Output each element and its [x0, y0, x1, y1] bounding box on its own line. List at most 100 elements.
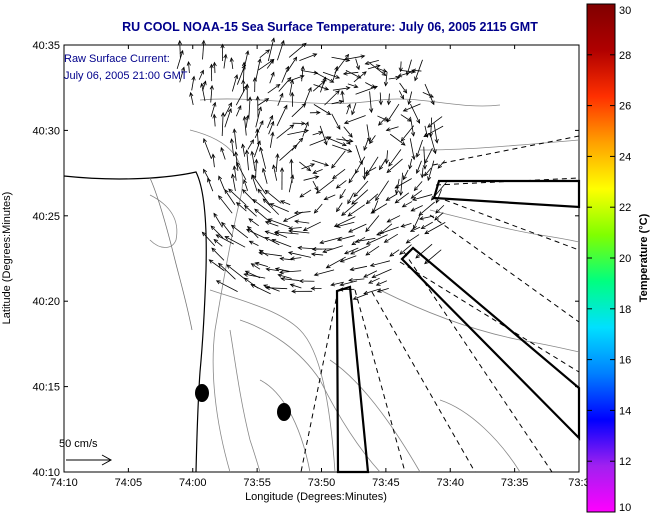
current-vector — [248, 240, 259, 246]
current-vector — [347, 192, 355, 205]
current-vector — [252, 198, 271, 214]
current-vector — [363, 137, 369, 152]
current-vector — [248, 218, 259, 227]
current-vector — [261, 167, 268, 184]
current-vector — [368, 277, 380, 284]
current-vector — [420, 221, 433, 230]
colorbar-tick-label: 10 — [619, 502, 631, 514]
current-vector — [355, 58, 360, 71]
current-vector — [250, 263, 261, 270]
current-vector — [191, 75, 196, 91]
depth-contour — [209, 289, 336, 473]
current-vector — [362, 167, 367, 181]
current-vector — [400, 223, 412, 228]
colorbar-tick-label: 14 — [619, 405, 631, 417]
current-vector — [405, 234, 420, 244]
current-vector — [339, 280, 358, 287]
current-vector — [247, 139, 254, 150]
current-vector — [325, 256, 346, 269]
current-vector — [314, 71, 335, 83]
current-vector — [386, 215, 401, 223]
current-vector — [398, 61, 403, 73]
colorbar-tick-label: 16 — [619, 355, 631, 367]
current-vector — [371, 268, 392, 279]
current-vector — [218, 195, 233, 214]
annotation-line2: July 06, 2005 21:00 GMT — [64, 70, 188, 82]
current-vector — [355, 144, 364, 166]
current-vector — [287, 251, 311, 258]
current-vector — [257, 98, 270, 106]
colorbar-tick-label: 30 — [619, 5, 631, 17]
current-vector — [231, 74, 239, 92]
current-vector — [294, 219, 310, 224]
colorbar-ticks: 30 28 26 24 22 20 18 16 14 12 10 — [587, 3, 631, 514]
current-vector — [224, 102, 232, 117]
current-vector — [262, 198, 280, 215]
current-vector — [334, 53, 350, 74]
current-vector — [241, 143, 246, 157]
current-vector — [365, 234, 388, 245]
current-vector — [424, 148, 433, 165]
current-vector — [410, 190, 423, 199]
current-vector — [409, 138, 416, 161]
current-vector — [279, 270, 302, 275]
current-vector — [410, 116, 416, 137]
current-vector — [310, 252, 324, 257]
current-vector — [394, 192, 410, 204]
figure-title: RU COOL NOAA-15 Sea Surface Temperature:… — [122, 20, 538, 34]
current-vector — [302, 121, 309, 137]
current-vector — [300, 65, 305, 82]
current-vector — [224, 189, 236, 205]
current-vector — [255, 128, 260, 147]
current-vector — [332, 86, 351, 91]
current-vector — [243, 179, 249, 191]
current-vector — [264, 189, 282, 204]
current-vector — [330, 281, 344, 287]
colorbar-tick-label: 22 — [619, 202, 631, 214]
current-vector — [335, 180, 347, 189]
current-vector — [288, 174, 295, 193]
current-vector — [344, 247, 359, 255]
current-vector — [209, 63, 214, 82]
current-vector — [355, 85, 378, 95]
current-vector — [407, 91, 413, 106]
current-vector — [224, 236, 246, 248]
x-tick-label: 73:55 — [243, 477, 271, 489]
current-vector — [367, 64, 381, 70]
current-vector — [320, 76, 327, 93]
current-vector — [351, 189, 369, 205]
colorbar-tick-label: 12 — [619, 456, 631, 468]
y-axis-ticks: 40:35 40:30 40:25 40:20 40:15 40:10 — [32, 40, 579, 479]
current-vector — [258, 251, 283, 257]
map-frame — [63, 44, 580, 473]
current-vector — [313, 203, 323, 214]
current-vector — [278, 76, 292, 92]
current-vector — [218, 175, 225, 190]
current-vector — [365, 245, 380, 256]
current-vector — [209, 84, 214, 103]
y-tick-label: 40:25 — [32, 211, 60, 223]
current-vector — [274, 267, 290, 272]
current-vector — [207, 177, 214, 192]
current-vector — [245, 83, 250, 102]
current-vector — [213, 212, 223, 228]
current-vector — [376, 288, 389, 293]
current-vector — [351, 102, 357, 116]
current-vector — [259, 49, 271, 59]
current-vector — [255, 95, 260, 118]
current-vector — [276, 124, 295, 139]
current-vector — [243, 272, 266, 279]
current-vector — [201, 231, 216, 247]
current-vector — [370, 203, 388, 214]
current-vector — [377, 116, 387, 126]
current-vector — [354, 237, 376, 244]
current-vector — [266, 59, 275, 69]
current-vector — [364, 59, 379, 66]
depth-contour — [379, 289, 580, 353]
current-vector — [315, 179, 335, 194]
current-vector — [243, 204, 257, 217]
colorbar-label: Temperature (°C) — [638, 213, 650, 302]
colorbar-tick-label: 20 — [619, 253, 631, 265]
current-vector — [424, 83, 435, 106]
